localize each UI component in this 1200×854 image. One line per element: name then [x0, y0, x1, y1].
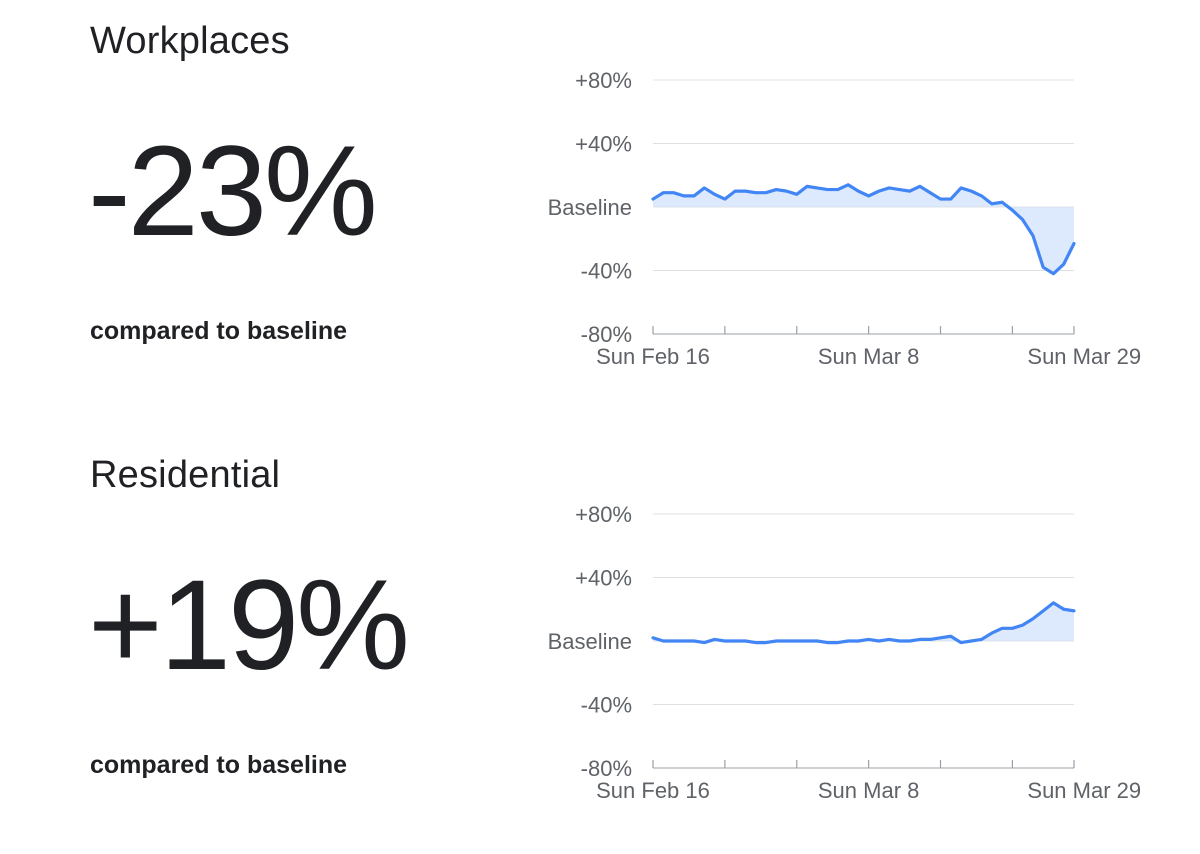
workplaces-chart: +80% +40% Baseline -40% -80%Sun Feb 16 Sun Ma…	[548, 68, 1142, 369]
y-tick-label: -80%	[581, 756, 632, 781]
y-tick-label: -40%	[581, 259, 632, 284]
y-tick-label: +40%	[575, 132, 632, 157]
series-area	[653, 184, 1074, 274]
y-tick-label: +80%	[575, 502, 632, 527]
y-tick-label: +80%	[575, 68, 632, 93]
residential-panel: Residential +19% compared to baseline +8…	[0, 434, 1200, 854]
y-tick-label: -40%	[581, 693, 632, 718]
y-tick-label: +40%	[575, 566, 632, 591]
category-title: Workplaces	[90, 20, 290, 62]
series-area	[653, 602, 1074, 643]
y-tick-label: -80%	[581, 322, 632, 347]
change-value: -23%	[88, 120, 378, 263]
change-caption: compared to baseline	[90, 317, 348, 345]
series-line	[651, 601, 1076, 645]
x-tick-label: Sun Feb 16	[596, 778, 710, 803]
change-value: +19%	[88, 554, 410, 697]
x-tick-label: Sun Mar 8	[818, 778, 920, 803]
category-title: Residential	[90, 454, 281, 496]
residential-chart: +80% +40% Baseline -40% -80%Sun Feb 16 Sun Ma…	[548, 502, 1142, 803]
series-line	[651, 183, 1076, 276]
x-tick-label: Sun Mar 8	[818, 344, 920, 369]
x-tick-label: Sun Feb 16	[596, 344, 710, 369]
x-tick-label: Sun Mar 29	[1027, 778, 1141, 803]
x-tick-label: Sun Mar 29	[1027, 344, 1141, 369]
workplaces-panel: Workplaces -23% compared to baseline +80…	[0, 0, 1200, 420]
y-tick-label: Baseline	[548, 629, 632, 654]
change-caption: compared to baseline	[90, 751, 348, 779]
y-tick-label: Baseline	[548, 195, 632, 220]
